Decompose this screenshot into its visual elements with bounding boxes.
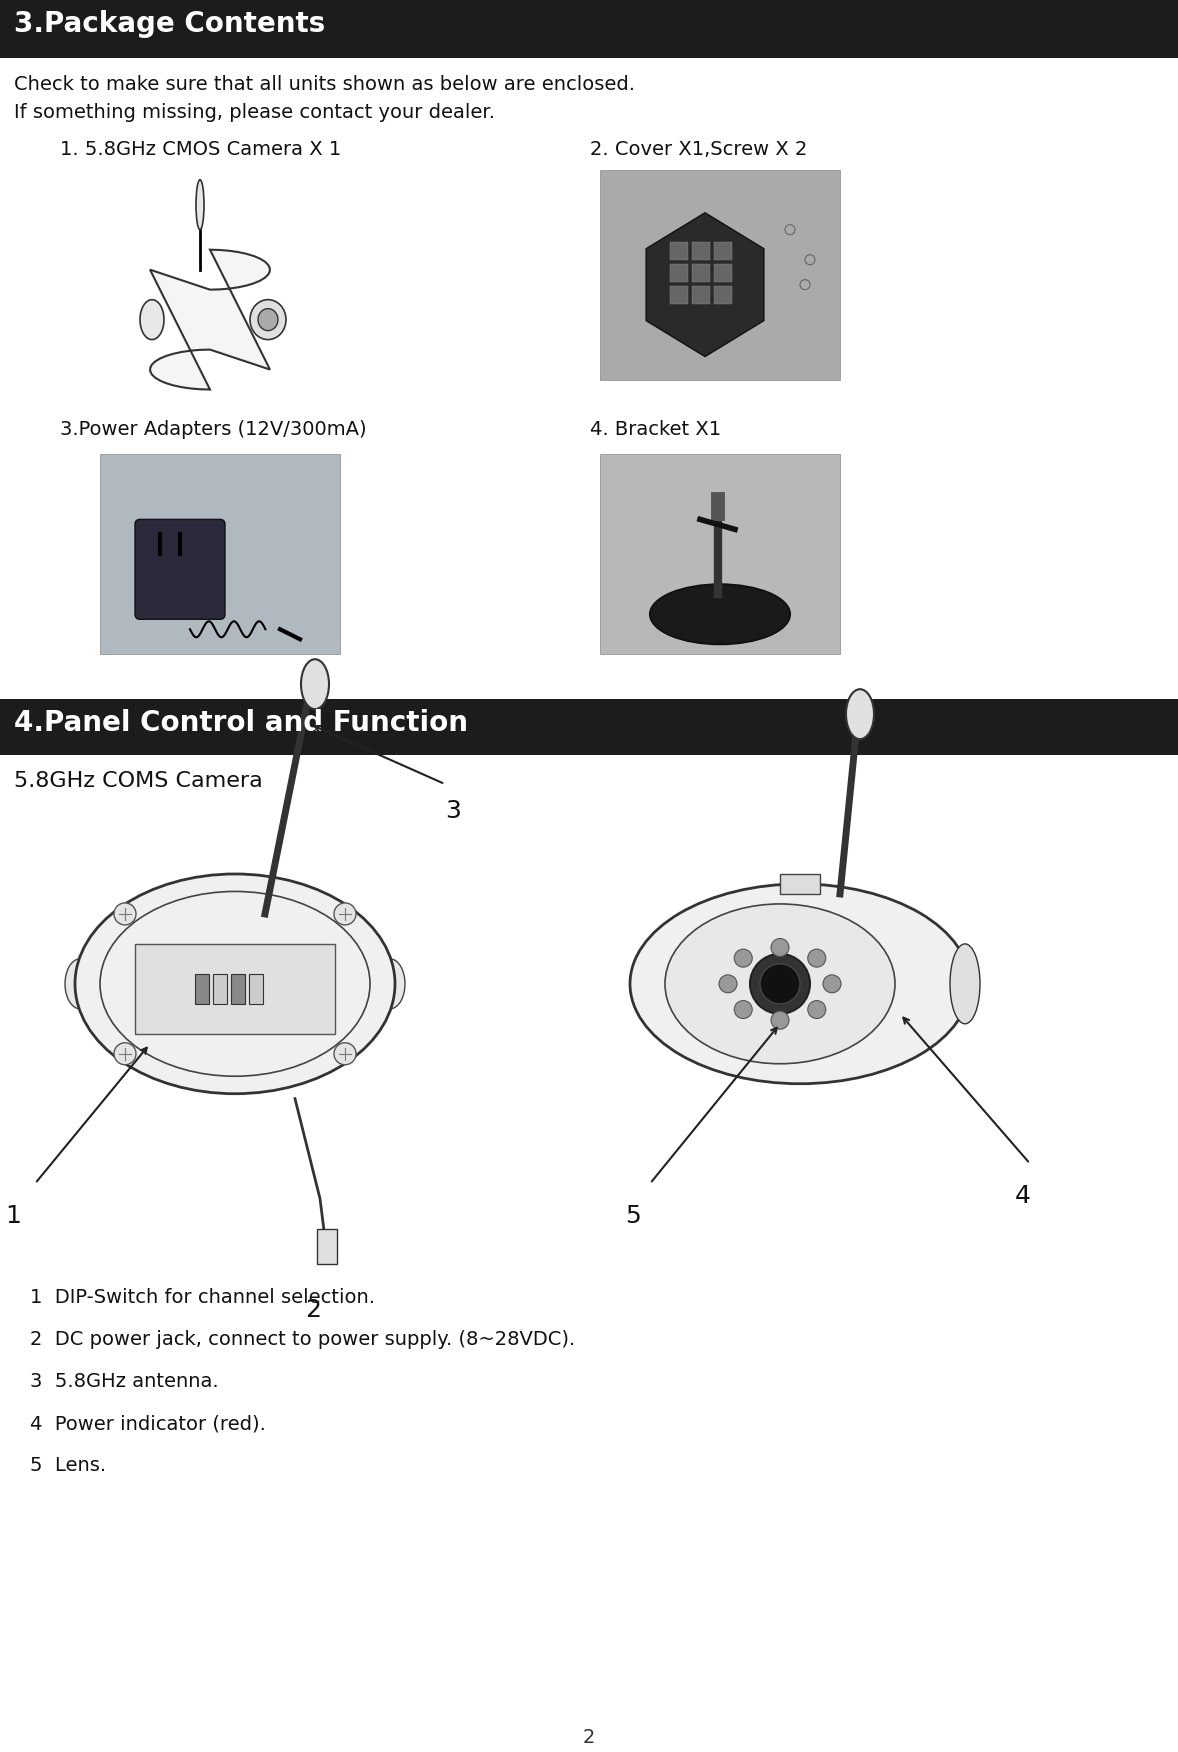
Text: 3  5.8GHz antenna.: 3 5.8GHz antenna. xyxy=(29,1372,219,1391)
Ellipse shape xyxy=(666,904,895,1063)
Bar xyxy=(780,874,820,894)
Ellipse shape xyxy=(65,958,95,1009)
Text: 1: 1 xyxy=(5,1204,21,1228)
Ellipse shape xyxy=(800,280,810,289)
Text: If something missing, please contact your dealer.: If something missing, please contact you… xyxy=(14,103,495,123)
Ellipse shape xyxy=(949,944,980,1023)
Ellipse shape xyxy=(140,300,164,340)
Text: 3: 3 xyxy=(445,799,461,823)
Bar xyxy=(670,265,688,282)
Text: 2  DC power jack, connect to power supply. (8~28VDC).: 2 DC power jack, connect to power supply… xyxy=(29,1330,575,1349)
Text: 5  Lens.: 5 Lens. xyxy=(29,1456,106,1475)
Bar xyxy=(691,265,710,282)
Text: 1  DIP-Switch for channel selection.: 1 DIP-Switch for channel selection. xyxy=(29,1288,375,1307)
Text: 4  Power indicator (red).: 4 Power indicator (red). xyxy=(29,1414,266,1433)
Text: 4. Bracket X1: 4. Bracket X1 xyxy=(590,419,721,438)
Text: 2. Cover X1,Screw X 2: 2. Cover X1,Screw X 2 xyxy=(590,140,807,159)
Bar xyxy=(714,286,732,303)
Text: 2: 2 xyxy=(305,1298,320,1323)
Text: 3.Power Adapters (12V/300mA): 3.Power Adapters (12V/300mA) xyxy=(60,419,366,438)
Bar xyxy=(600,170,840,380)
Bar xyxy=(0,0,1178,58)
Text: 1. 5.8GHz CMOS Camera X 1: 1. 5.8GHz CMOS Camera X 1 xyxy=(60,140,342,159)
Ellipse shape xyxy=(823,974,841,993)
Ellipse shape xyxy=(302,659,329,710)
Ellipse shape xyxy=(250,300,286,340)
Bar xyxy=(600,454,840,653)
Ellipse shape xyxy=(760,964,800,1004)
Ellipse shape xyxy=(630,885,969,1084)
Bar xyxy=(135,944,335,1034)
Bar xyxy=(670,286,688,303)
Ellipse shape xyxy=(335,902,356,925)
Ellipse shape xyxy=(805,254,815,265)
Text: 5: 5 xyxy=(626,1204,641,1228)
Text: 3.Package Contents: 3.Package Contents xyxy=(14,11,325,39)
Bar xyxy=(317,1228,337,1263)
Ellipse shape xyxy=(808,1000,826,1018)
Bar xyxy=(249,974,263,1004)
Ellipse shape xyxy=(196,180,204,230)
Ellipse shape xyxy=(335,1042,356,1065)
Ellipse shape xyxy=(734,950,753,967)
Bar xyxy=(714,265,732,282)
Ellipse shape xyxy=(846,689,874,739)
Ellipse shape xyxy=(375,958,405,1009)
Ellipse shape xyxy=(114,1042,135,1065)
Ellipse shape xyxy=(750,953,810,1014)
Text: 5.8GHz COMS Camera: 5.8GHz COMS Camera xyxy=(14,771,263,792)
Bar xyxy=(670,242,688,259)
Bar xyxy=(100,454,340,653)
Ellipse shape xyxy=(808,950,826,967)
Text: 4: 4 xyxy=(1015,1184,1031,1207)
Bar xyxy=(196,974,209,1004)
Ellipse shape xyxy=(785,224,795,235)
Ellipse shape xyxy=(770,1011,789,1028)
FancyBboxPatch shape xyxy=(135,519,225,618)
Polygon shape xyxy=(150,251,270,389)
Ellipse shape xyxy=(734,1000,753,1018)
Text: 4.Panel Control and Function: 4.Panel Control and Function xyxy=(14,710,468,738)
Bar xyxy=(231,974,245,1004)
Bar xyxy=(691,242,710,259)
Bar xyxy=(714,242,732,259)
Ellipse shape xyxy=(719,974,737,993)
Bar xyxy=(0,699,1178,755)
Bar xyxy=(213,974,227,1004)
Ellipse shape xyxy=(75,874,395,1093)
Ellipse shape xyxy=(114,902,135,925)
Polygon shape xyxy=(646,212,763,357)
Ellipse shape xyxy=(650,585,790,645)
Text: 2: 2 xyxy=(583,1727,595,1747)
Ellipse shape xyxy=(770,939,789,957)
Text: Check to make sure that all units shown as below are enclosed.: Check to make sure that all units shown … xyxy=(14,75,635,95)
Ellipse shape xyxy=(258,308,278,331)
Bar xyxy=(691,286,710,303)
